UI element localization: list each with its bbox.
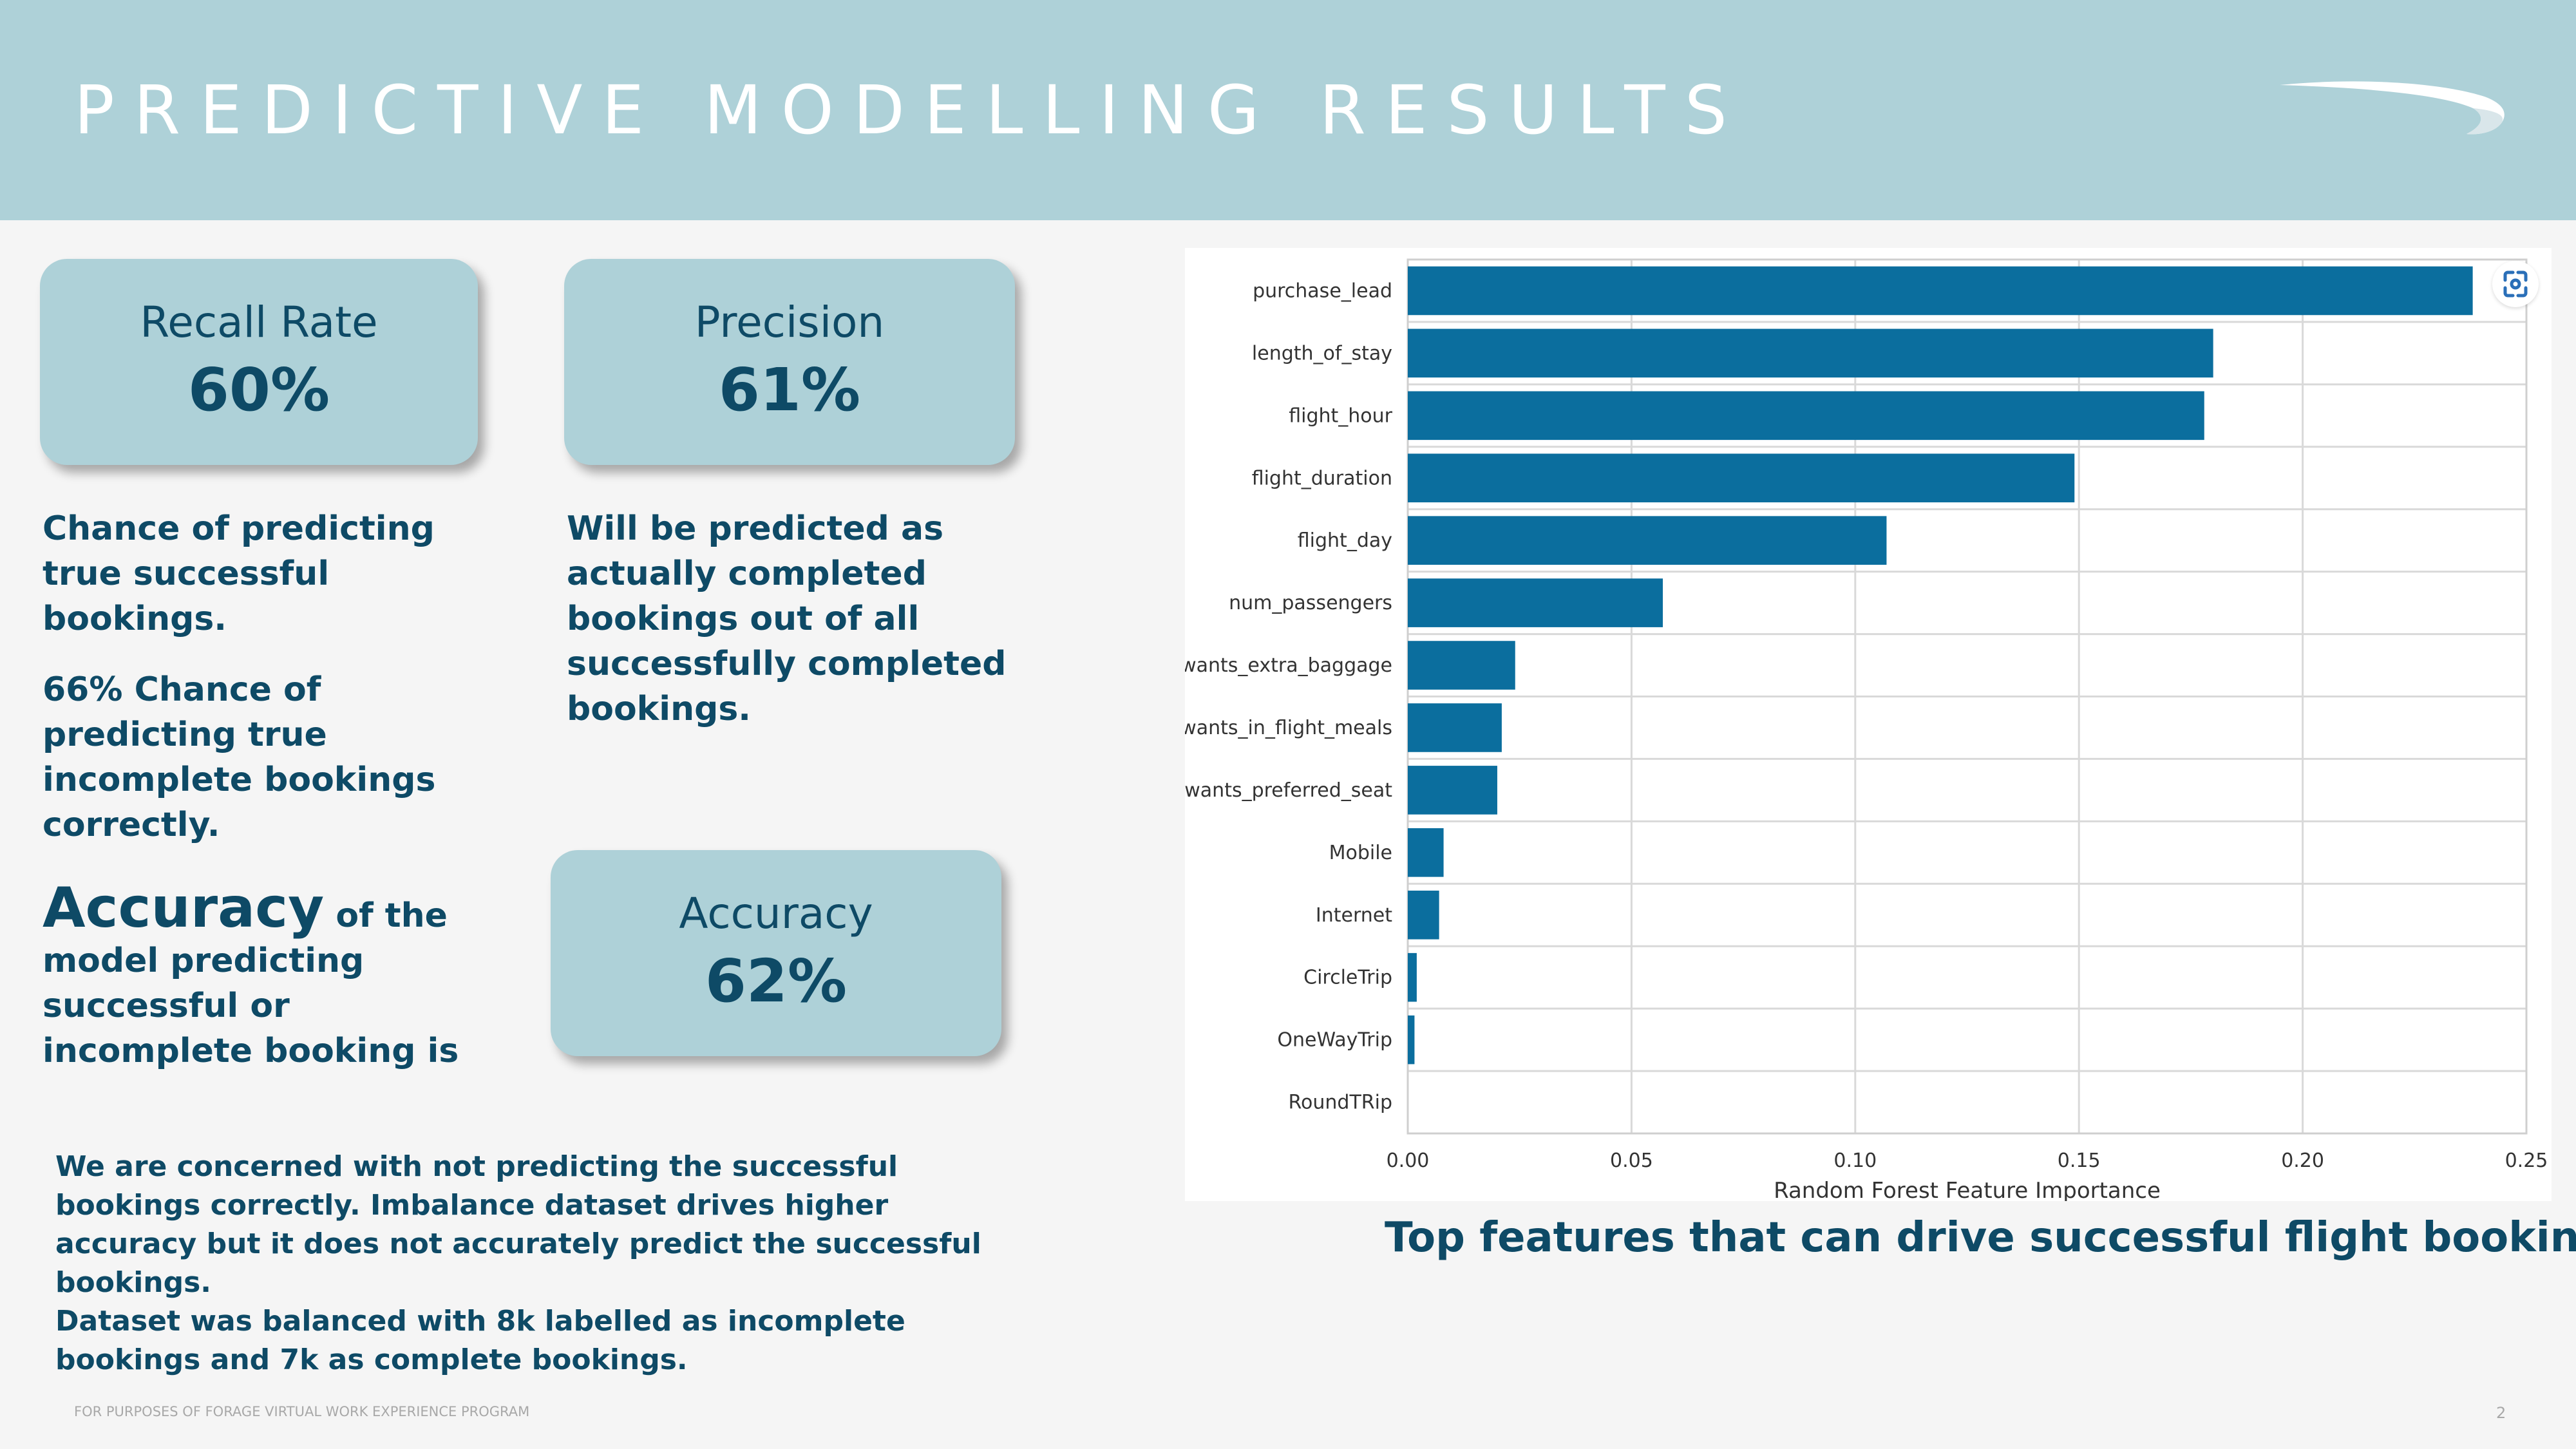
y-tick-label: flight_day: [1298, 529, 1392, 552]
page-title: PREDICTIVE MODELLING RESULTS: [74, 71, 1747, 149]
bar: [1408, 328, 2213, 378]
page-number: 2: [2496, 1404, 2506, 1422]
y-tick-label: flight_duration: [1252, 467, 1392, 489]
recall-label: Recall Rate: [140, 298, 378, 347]
precision-card: Precision 61%: [564, 259, 1015, 465]
dataset-paragraph: Dataset was balanced with 8k labelled as…: [55, 1305, 905, 1376]
y-tick-label: wants_in_flight_meals: [1185, 717, 1392, 739]
y-tick-label: OneWayTrip: [1277, 1029, 1392, 1052]
bar: [1408, 516, 1887, 565]
y-tick-label: wants_preferred_seat: [1185, 779, 1392, 802]
plot-frame: [1406, 258, 2528, 1135]
accuracy-description: Accuracy of the model predicting success…: [43, 880, 506, 1074]
y-tick-label: wants_extra_baggage: [1185, 654, 1392, 677]
bar: [1408, 828, 1444, 877]
speedmarque-logo: [2280, 81, 2505, 135]
precision-label: Precision: [694, 298, 885, 347]
footer-text: FOR PURPOSES OF FORAGE VIRTUAL WORK EXPE…: [74, 1404, 530, 1419]
bar: [1408, 1015, 1415, 1065]
scan-icon: [2503, 270, 2528, 298]
recall-card: Recall Rate 60%: [40, 259, 478, 465]
recall-description: Chance of predicting true successful boo…: [43, 509, 435, 638]
x-axis-label: Random Forest Feature Importance: [1774, 1178, 2161, 1201]
precision-value: 61%: [718, 355, 861, 424]
bar: [1408, 578, 1663, 627]
accuracy-card: Accuracy 62%: [551, 850, 1001, 1056]
bar: [1408, 453, 2075, 503]
x-tick-label: 0.05: [1610, 1150, 1653, 1172]
bar: [1408, 952, 1417, 1002]
chart-caption: Top features that can drive successful f…: [1385, 1214, 2576, 1262]
accuracy-heading: Accuracy: [43, 876, 325, 940]
header-bar: [0, 0, 2576, 220]
y-tick-label: RoundTRip: [1289, 1092, 1392, 1114]
bar: [1408, 266, 2473, 316]
scan-button[interactable]: [2492, 261, 2539, 307]
accuracy-label: Accuracy: [679, 889, 873, 938]
y-tick-label: Mobile: [1329, 842, 1392, 864]
chart-svg: 0.00 0.05 0.10 0.15 0.20 0.25 purchase_leadlen…: [1180, 258, 2548, 1204]
bar: [1408, 641, 1515, 690]
x-tick-label: 0.20: [2281, 1150, 2324, 1172]
bar: [1408, 766, 1497, 815]
x-tick-label: 0.00: [1387, 1150, 1430, 1172]
x-tick-label: 0.15: [2058, 1150, 2101, 1172]
incomplete-description: 66% Chance of predicting true incomplete…: [43, 670, 436, 844]
y-tick-label: length_of_stay: [1252, 342, 1392, 365]
y-tick-label: num_passengers: [1229, 592, 1392, 614]
concern-paragraph: We are concerned with not predicting the…: [55, 1150, 981, 1299]
bar: [1408, 391, 2204, 440]
accuracy-value: 62%: [705, 947, 848, 1016]
x-tick-label: 0.10: [1833, 1150, 1877, 1172]
y-tick-label: CircleTrip: [1303, 967, 1392, 989]
accuracy-description-rest: of the model predicting successful or in…: [43, 896, 459, 1070]
precision-description: Will be predicted as actually completed …: [567, 509, 1007, 728]
y-tick-label: purchase_lead: [1253, 279, 1392, 302]
bar: [1408, 703, 1502, 752]
recall-value: 60%: [187, 355, 330, 424]
y-tick-label: flight_hour: [1289, 404, 1392, 427]
bar: [1408, 890, 1439, 940]
y-tick-label: Internet: [1316, 904, 1392, 927]
x-tick-label: 0.25: [2505, 1150, 2548, 1172]
